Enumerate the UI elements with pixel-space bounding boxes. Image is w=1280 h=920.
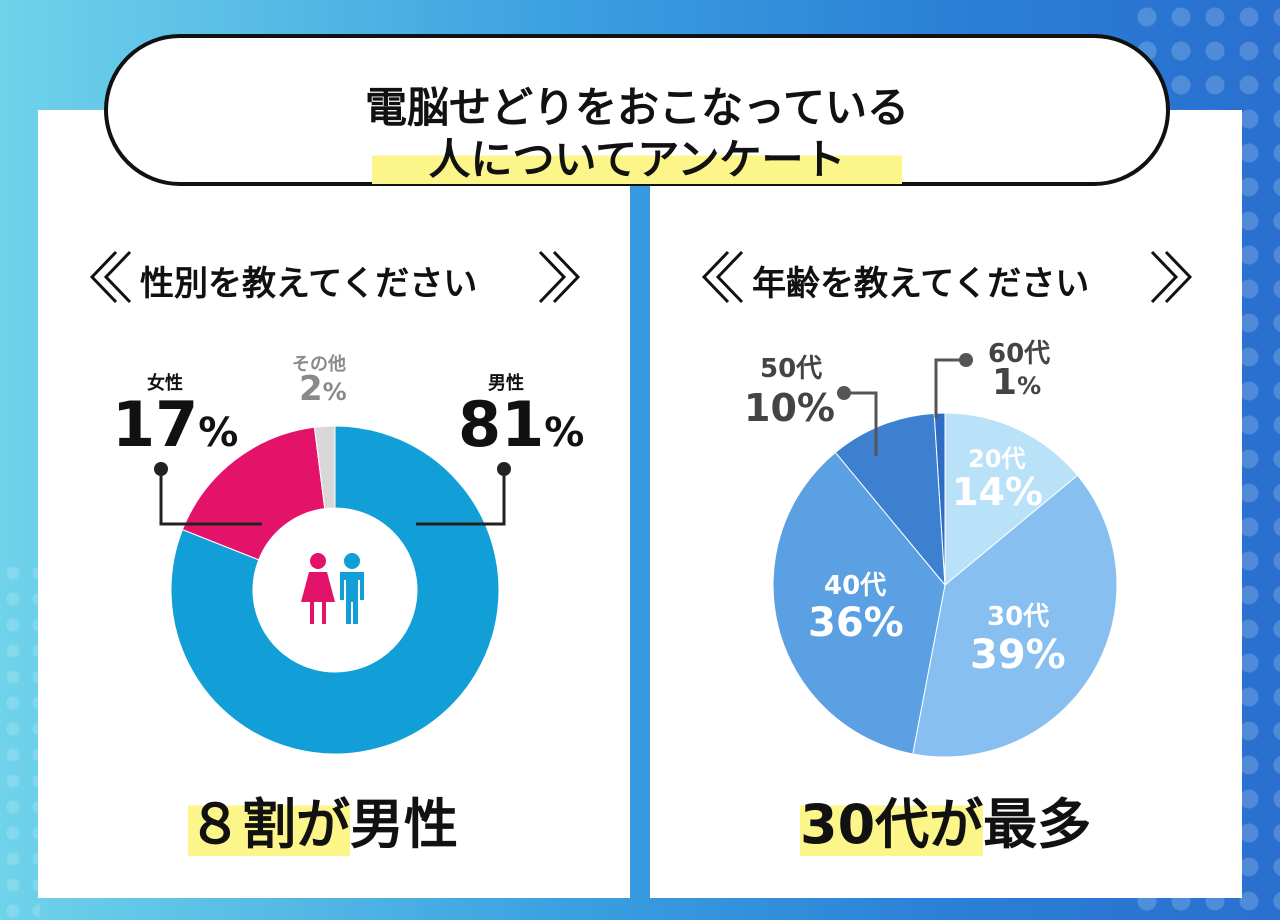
double-chevron-right-icon (538, 250, 581, 304)
title-line-2: 人についてアンケート (108, 126, 1166, 187)
age40-label: 40代 (824, 571, 887, 601)
background-dot-pattern-left (0, 560, 40, 920)
slice-age20 (944, 412, 1079, 587)
age50-leader-line (837, 386, 878, 456)
slice-male (170, 425, 500, 755)
double-chevron-left-icon (89, 250, 132, 304)
age-question-heading: 年齢を教えてください (752, 264, 1090, 304)
age60-leader-line (934, 353, 973, 418)
title-line-2-text: 人についてアンケート (372, 135, 902, 184)
title-line-1: 電脳せどりをおこなっている (365, 83, 909, 132)
female-percent: 17% (112, 388, 239, 461)
male-leader-line (416, 462, 511, 526)
age60-label: 60代 (988, 339, 1051, 369)
slice-age60 (933, 412, 946, 586)
gender-donut-chart (170, 425, 500, 755)
age30-label: 30代 (987, 602, 1050, 632)
gender-conclusion: ８割が男性 (188, 780, 458, 859)
age-conclusion-rest: 最多 (983, 793, 1092, 856)
slice-other (313, 425, 336, 510)
other-percent: 2% (299, 369, 347, 409)
age50-percent: 10% (744, 386, 835, 430)
slice-age40 (772, 451, 946, 755)
gender-conclusion-highlight: ８割が (188, 793, 350, 856)
gender-conclusion-rest: 男性 (350, 793, 458, 856)
other-label: その他 (292, 354, 346, 375)
double-chevron-left-icon (701, 250, 744, 304)
slice-age30 (912, 474, 1118, 758)
age40-percent: 36% (808, 600, 904, 646)
age20-label: 20代 (968, 445, 1026, 473)
age30-percent: 39% (970, 632, 1066, 678)
female-label: 女性 (147, 373, 183, 394)
age60-percent: 1% (992, 362, 1042, 403)
age-conclusion-highlight: 30代が (800, 793, 984, 856)
female-leader-line (154, 462, 262, 526)
people-icon (301, 553, 364, 624)
slice-female (181, 426, 326, 561)
age-conclusion: 30代が最多 (800, 780, 1091, 859)
age20-percent: 14% (952, 470, 1043, 514)
male-label: 男性 (488, 373, 524, 394)
age-pie-chart (772, 412, 1118, 758)
male-figure-icon (340, 553, 364, 624)
title-banner: 電脳せどりをおこなっている 人についてアンケート (104, 34, 1170, 186)
female-figure-icon (301, 553, 335, 624)
age50-label: 50代 (760, 354, 823, 384)
gender-question-heading: 性別を教えてください (140, 264, 478, 304)
slice-age50 (834, 412, 946, 587)
male-percent: 81% (458, 388, 585, 461)
double-chevron-right-icon (1150, 250, 1193, 304)
